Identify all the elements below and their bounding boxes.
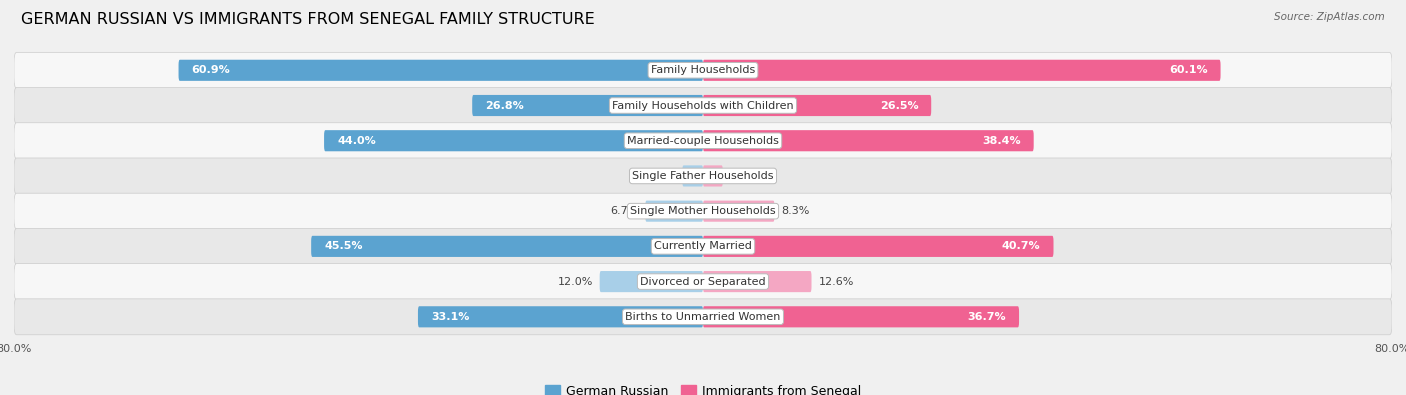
Text: Source: ZipAtlas.com: Source: ZipAtlas.com [1274, 12, 1385, 22]
Text: 44.0%: 44.0% [337, 136, 375, 146]
FancyBboxPatch shape [14, 52, 1392, 88]
FancyBboxPatch shape [14, 193, 1392, 229]
Text: 60.1%: 60.1% [1168, 65, 1208, 75]
FancyBboxPatch shape [14, 123, 1392, 159]
FancyBboxPatch shape [599, 271, 703, 292]
FancyBboxPatch shape [323, 130, 703, 151]
Text: Single Father Households: Single Father Households [633, 171, 773, 181]
Text: 60.9%: 60.9% [191, 65, 231, 75]
Text: 36.7%: 36.7% [967, 312, 1007, 322]
FancyBboxPatch shape [645, 201, 703, 222]
Text: 2.3%: 2.3% [730, 171, 758, 181]
Text: GERMAN RUSSIAN VS IMMIGRANTS FROM SENEGAL FAMILY STRUCTURE: GERMAN RUSSIAN VS IMMIGRANTS FROM SENEGA… [21, 12, 595, 27]
Text: Family Households: Family Households [651, 65, 755, 75]
Text: Married-couple Households: Married-couple Households [627, 136, 779, 146]
FancyBboxPatch shape [311, 236, 703, 257]
Text: 6.7%: 6.7% [610, 206, 638, 216]
FancyBboxPatch shape [703, 130, 1033, 151]
Legend: German Russian, Immigrants from Senegal: German Russian, Immigrants from Senegal [544, 385, 862, 395]
FancyBboxPatch shape [472, 95, 703, 116]
FancyBboxPatch shape [14, 299, 1392, 335]
Text: Family Households with Children: Family Households with Children [612, 100, 794, 111]
Text: 33.1%: 33.1% [430, 312, 470, 322]
Text: 2.4%: 2.4% [647, 171, 675, 181]
FancyBboxPatch shape [703, 95, 931, 116]
FancyBboxPatch shape [703, 201, 775, 222]
FancyBboxPatch shape [703, 271, 811, 292]
Text: 12.6%: 12.6% [818, 276, 853, 287]
Text: 38.4%: 38.4% [983, 136, 1021, 146]
Text: 26.5%: 26.5% [880, 100, 918, 111]
Text: Single Mother Households: Single Mother Households [630, 206, 776, 216]
FancyBboxPatch shape [703, 60, 1220, 81]
Text: 26.8%: 26.8% [485, 100, 524, 111]
Text: Births to Unmarried Women: Births to Unmarried Women [626, 312, 780, 322]
FancyBboxPatch shape [703, 166, 723, 186]
FancyBboxPatch shape [703, 236, 1053, 257]
Text: 12.0%: 12.0% [557, 276, 593, 287]
Text: 8.3%: 8.3% [782, 206, 810, 216]
FancyBboxPatch shape [14, 158, 1392, 194]
FancyBboxPatch shape [682, 166, 703, 186]
Text: Divorced or Separated: Divorced or Separated [640, 276, 766, 287]
FancyBboxPatch shape [14, 228, 1392, 264]
Text: 45.5%: 45.5% [323, 241, 363, 251]
FancyBboxPatch shape [179, 60, 703, 81]
Text: 40.7%: 40.7% [1002, 241, 1040, 251]
FancyBboxPatch shape [14, 88, 1392, 124]
FancyBboxPatch shape [14, 263, 1392, 299]
FancyBboxPatch shape [418, 306, 703, 327]
FancyBboxPatch shape [703, 306, 1019, 327]
Text: Currently Married: Currently Married [654, 241, 752, 251]
